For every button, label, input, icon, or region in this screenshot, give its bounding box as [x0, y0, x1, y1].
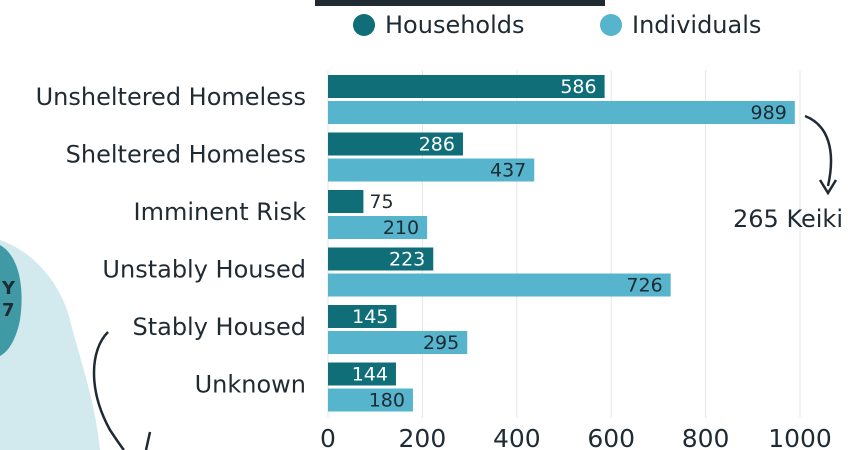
bar-individuals-3	[328, 273, 671, 297]
gridlines	[327, 70, 801, 418]
background-shape	[0, 240, 100, 450]
x-tick-label: 800	[682, 424, 730, 450]
bar-individuals-4	[328, 331, 468, 354]
connector-tick	[144, 431, 152, 450]
connector-curve	[92, 331, 125, 450]
value-label: 210	[383, 217, 419, 239]
value-label: 223	[389, 249, 425, 271]
category-label: Sheltered Homeless	[66, 141, 306, 169]
value-label: 586	[560, 76, 596, 98]
bar-individuals-0	[328, 101, 795, 124]
value-label: 989	[751, 102, 787, 124]
value-label: 145	[352, 306, 388, 328]
legend-label-households: Households	[385, 11, 525, 39]
legend-swatch-households	[353, 14, 375, 36]
annotation-arrow	[804, 114, 833, 187]
bar-individuals-1	[328, 158, 535, 182]
annotation-label: 265 Keiki	[733, 205, 843, 233]
category-label: Unstably Housed	[102, 256, 306, 284]
legend-label-individuals: Individuals	[632, 11, 761, 39]
legend: Households Individuals	[353, 11, 761, 39]
bar-households-1	[328, 132, 463, 156]
category-label: Unsheltered Homeless	[36, 83, 306, 111]
bar-individuals-5	[328, 388, 413, 412]
value-label: 144	[352, 364, 388, 386]
bar-households-4	[328, 305, 397, 328]
x-tick-label: 1000	[768, 424, 832, 450]
x-tick-label: 600	[587, 424, 635, 450]
cropped-letter-y: Y	[1, 278, 16, 299]
value-label: 437	[490, 160, 526, 182]
value-label: 286	[419, 134, 455, 156]
value-label: 75	[369, 191, 393, 213]
value-label: 180	[369, 390, 405, 412]
x-axis-ticks: 0 200 400 600 800 1000	[320, 424, 832, 450]
x-tick-label: 400	[493, 424, 541, 450]
annotation-arrowhead	[818, 179, 838, 196]
legend-swatch-individuals	[600, 14, 622, 36]
category-label: Stably Housed	[132, 313, 306, 341]
bars	[328, 75, 795, 412]
category-label: Unknown	[195, 371, 306, 399]
cropped-title-bar	[315, 0, 605, 6]
value-label: 295	[423, 332, 459, 354]
bar-individuals-2	[328, 216, 428, 239]
category-label: Imminent Risk	[134, 198, 307, 226]
x-tick-label: 200	[399, 424, 447, 450]
bar-households-0	[328, 75, 605, 98]
value-label: 726	[626, 275, 662, 297]
x-tick-label: 0	[320, 424, 336, 450]
bar-households-2	[328, 190, 364, 213]
bar-households-5	[328, 362, 396, 386]
cropped-digit-7: 7	[2, 300, 15, 321]
value-labels: 586 989 286 437 75 210 223 726 145 295 144 180	[352, 76, 787, 412]
category-labels: Unsheltered Homeless Sheltered Homeless Im…	[36, 83, 306, 399]
background-circle	[0, 245, 22, 356]
bar-households-3	[328, 247, 434, 271]
